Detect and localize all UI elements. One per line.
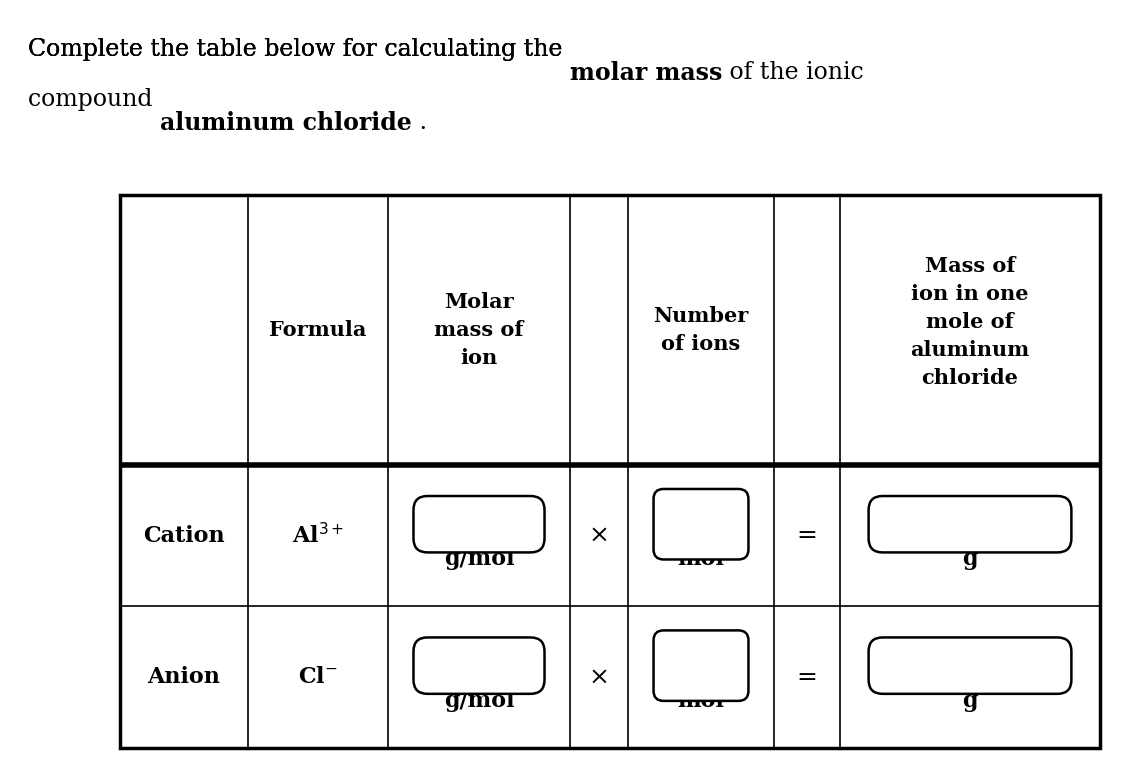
- Text: Complete the table below for calculating the: Complete the table below for calculating…: [28, 38, 570, 61]
- Text: Cation: Cation: [144, 525, 225, 546]
- Text: mol: mol: [678, 549, 724, 571]
- Text: .: .: [411, 111, 427, 134]
- FancyBboxPatch shape: [869, 637, 1071, 694]
- Text: Anion: Anion: [148, 666, 220, 688]
- Text: Formula: Formula: [269, 320, 367, 340]
- Text: Complete the table below for calculating the: Complete the table below for calculating…: [28, 38, 570, 61]
- Text: =: =: [797, 666, 817, 688]
- Text: of the ionic: of the ionic: [722, 61, 864, 84]
- Text: Al$^{3+}$: Al$^{3+}$: [292, 523, 345, 548]
- Text: aluminum chloride: aluminum chloride: [160, 111, 411, 135]
- Text: g: g: [963, 549, 977, 571]
- Bar: [120, 195, 1099, 748]
- Text: ×: ×: [589, 666, 609, 688]
- Text: =: =: [797, 524, 817, 547]
- Text: molar mass: molar mass: [570, 61, 722, 85]
- Text: g: g: [963, 690, 977, 712]
- Text: Mass of
ion in one
mole of
aluminum
chloride: Mass of ion in one mole of aluminum chlo…: [911, 256, 1029, 388]
- Text: g/mol: g/mol: [444, 690, 514, 712]
- FancyBboxPatch shape: [869, 496, 1071, 552]
- Text: Number
of ions: Number of ions: [653, 306, 748, 354]
- FancyBboxPatch shape: [653, 489, 748, 559]
- Text: Molar
mass of
ion: Molar mass of ion: [434, 292, 523, 368]
- Text: ×: ×: [589, 524, 609, 547]
- Text: g/mol: g/mol: [444, 549, 514, 571]
- FancyBboxPatch shape: [414, 637, 545, 694]
- Text: compound: compound: [28, 88, 160, 111]
- FancyBboxPatch shape: [414, 496, 545, 552]
- FancyBboxPatch shape: [653, 630, 748, 701]
- Text: Cl$^{-}$: Cl$^{-}$: [298, 666, 338, 688]
- Text: Complete the table below for calculating the: Complete the table below for calculating…: [28, 38, 570, 61]
- Text: mol: mol: [678, 690, 724, 712]
